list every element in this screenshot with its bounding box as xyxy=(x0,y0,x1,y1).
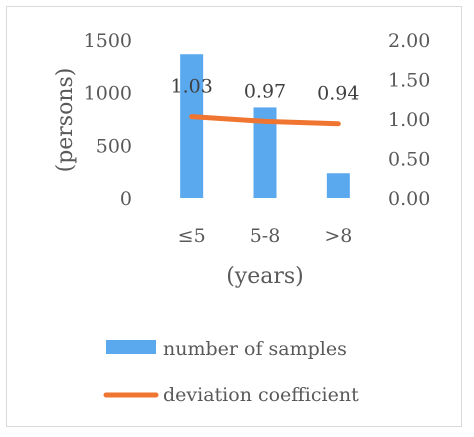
y-tick-label: 500 xyxy=(96,135,132,157)
legend-bar-label: number of samples xyxy=(163,338,347,360)
bar xyxy=(253,107,277,198)
x-tick-label: ≤5 xyxy=(178,225,206,247)
y-axis-title: (persons) xyxy=(53,68,78,173)
legend-line-label: deviation coefficient xyxy=(163,384,359,406)
y2-tick-label: 1.50 xyxy=(388,70,430,92)
x-tick-label: 5-8 xyxy=(250,225,281,247)
y-tick-label: 1500 xyxy=(84,30,132,52)
chart-frame xyxy=(6,6,462,427)
deviation-line xyxy=(189,114,341,127)
y2-tick-label: 0.50 xyxy=(388,149,430,171)
data-label: 0.94 xyxy=(317,83,359,105)
y2-tick-label: 1.00 xyxy=(388,109,430,131)
bar xyxy=(180,54,204,198)
data-label: 0.97 xyxy=(244,80,286,102)
data-label: 1.03 xyxy=(171,76,213,98)
y-tick-label: 0 xyxy=(120,188,132,210)
x-axis-title: (years) xyxy=(226,264,304,289)
legend-bar-swatch xyxy=(106,340,156,354)
bar xyxy=(326,173,350,198)
x-tick-label: >8 xyxy=(324,225,352,247)
y-tick-label: 1000 xyxy=(84,83,132,105)
y2-tick-label: 0.00 xyxy=(388,188,430,210)
y2-tick-label: 2.00 xyxy=(388,30,430,52)
